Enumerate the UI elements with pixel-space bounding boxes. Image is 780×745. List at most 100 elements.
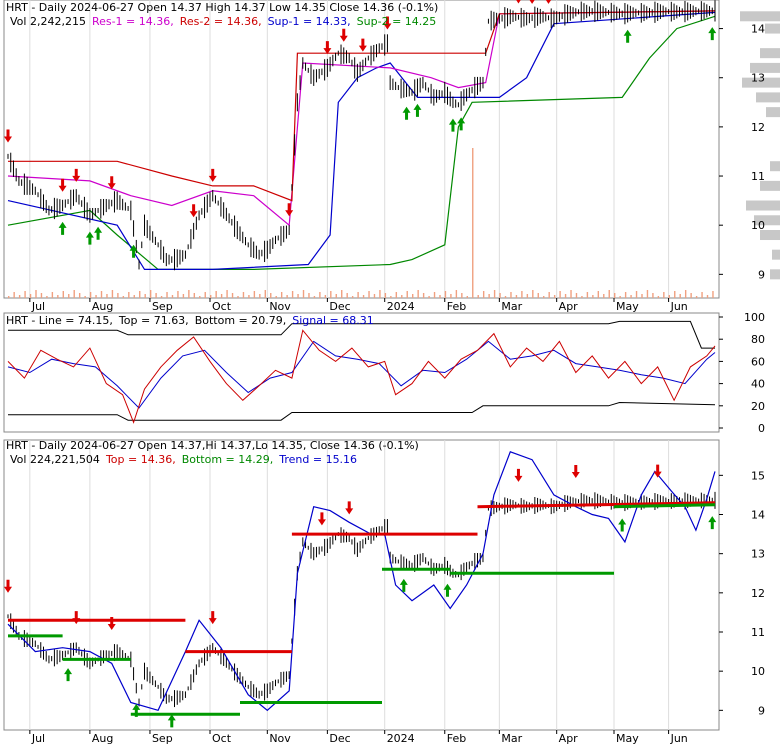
volume-bar (100, 291, 103, 298)
volume-bar (406, 291, 408, 298)
volume-bar (35, 290, 37, 298)
sell-arrow (345, 501, 354, 515)
buy-arrow (132, 703, 141, 717)
volume-bar (297, 294, 299, 298)
volume-bar (663, 292, 665, 298)
volume-profile-bar (770, 161, 780, 172)
price-x-tick-label: May (616, 300, 639, 313)
volume-bar (302, 290, 305, 298)
bollinger-y-tick-label: 11 (751, 626, 765, 639)
oscillator-y-tick-label: 60 (751, 355, 765, 368)
volume-bar (51, 292, 54, 298)
sell-arrow (208, 611, 217, 625)
volume-bar (417, 290, 419, 298)
bollinger-x-tick-label: Dec (329, 732, 350, 745)
volume-bar (444, 291, 447, 298)
volume-bar (286, 295, 288, 298)
volume-bar (160, 296, 163, 298)
bollinger-y-tick-label: 14 (751, 509, 765, 522)
oscillator-y-tick-label: 0 (758, 422, 765, 435)
volume-bar (220, 294, 223, 298)
volume-bar (357, 292, 359, 298)
volume-bar (586, 292, 589, 298)
volume-bar (89, 292, 92, 298)
price-y-tick-label: 9 (758, 268, 765, 281)
sell-arrow (514, 468, 523, 482)
volume-profile-bar (740, 11, 780, 22)
price-y-tick-label: 10 (751, 219, 765, 232)
price-x-tick-label: 2024 (387, 300, 415, 313)
volume-bar (259, 294, 261, 298)
oscillator-y-tick-label: 20 (751, 400, 765, 413)
volume-bar (401, 295, 403, 298)
volume-bar (657, 296, 660, 298)
res-1-line (7, 10, 716, 227)
volume-bar (210, 295, 212, 298)
price-x-tick-label: Apr (559, 300, 579, 313)
sell-arrow (285, 203, 294, 217)
bollinger-x-tick-label: Mar (501, 732, 522, 745)
volume-bar (412, 294, 414, 298)
sell-arrow (516, 0, 521, 4)
volume-bar (341, 290, 343, 298)
resistance-segment (477, 501, 716, 509)
volume-bar (461, 293, 463, 298)
volume-bar (532, 290, 534, 298)
volume-bar (324, 295, 327, 298)
volume-profile-bar (756, 92, 780, 103)
volume-bar (674, 291, 676, 298)
bollinger-x-tick-label: May (616, 732, 639, 745)
volume-bar (695, 296, 698, 298)
volume-bar (422, 293, 425, 298)
volume-bar (373, 294, 376, 298)
volume-bar (384, 293, 387, 298)
volume-bar (684, 290, 687, 298)
volume-bar (62, 291, 64, 298)
volume-bar (433, 292, 436, 298)
volume-bar (641, 294, 643, 298)
volume-bar (351, 296, 354, 298)
bollinger-y-tick-label: 15 (751, 469, 765, 482)
volume-bar (379, 290, 381, 298)
volume-bar (319, 292, 321, 298)
sell-arrow (323, 41, 332, 55)
volume-bar (390, 296, 392, 298)
price-y-tick-label: 11 (751, 170, 765, 183)
sell-arrow (72, 611, 81, 625)
volume-profile-bar (746, 200, 780, 211)
volume-profile-bar (760, 180, 780, 191)
volume-bar (712, 291, 714, 298)
volume-profile-bar (770, 269, 780, 280)
volume-profile-bar (750, 62, 780, 73)
panel-frame-3 (3, 439, 720, 731)
volume-bar (29, 294, 32, 298)
volume-bar (646, 290, 649, 298)
volume-bar (68, 294, 70, 298)
volume-bar (597, 291, 600, 298)
volume-bar (188, 290, 190, 298)
buy-arrow (448, 118, 457, 132)
volume-bar (155, 293, 157, 298)
buy-arrow (443, 583, 452, 597)
sell-arrow (58, 178, 67, 192)
bollinger-x-tick-label: Jul (31, 732, 45, 745)
sell-arrow (208, 168, 217, 182)
volume-profile-bar (754, 215, 780, 226)
buy-arrow (167, 714, 176, 728)
volume-bar (521, 291, 523, 298)
buy-arrow (457, 117, 466, 131)
sell-arrow (107, 616, 116, 630)
price-x-tick-label: Mar (501, 300, 522, 313)
bollinger-y-tick-label: 13 (751, 548, 765, 561)
price-legend: Res-2 = 14.36, (180, 15, 262, 28)
buy-arrow (402, 106, 411, 120)
bollinger-legend: Top = 14.36, (105, 453, 176, 466)
volume-bar (603, 294, 605, 298)
volume-bar (237, 296, 239, 298)
volume-bar (270, 293, 272, 298)
volume-bar (564, 294, 567, 298)
buy-arrow (413, 103, 422, 117)
volume-bar (46, 296, 48, 298)
trend-line (7, 451, 716, 712)
sup-2-line (7, 15, 716, 270)
